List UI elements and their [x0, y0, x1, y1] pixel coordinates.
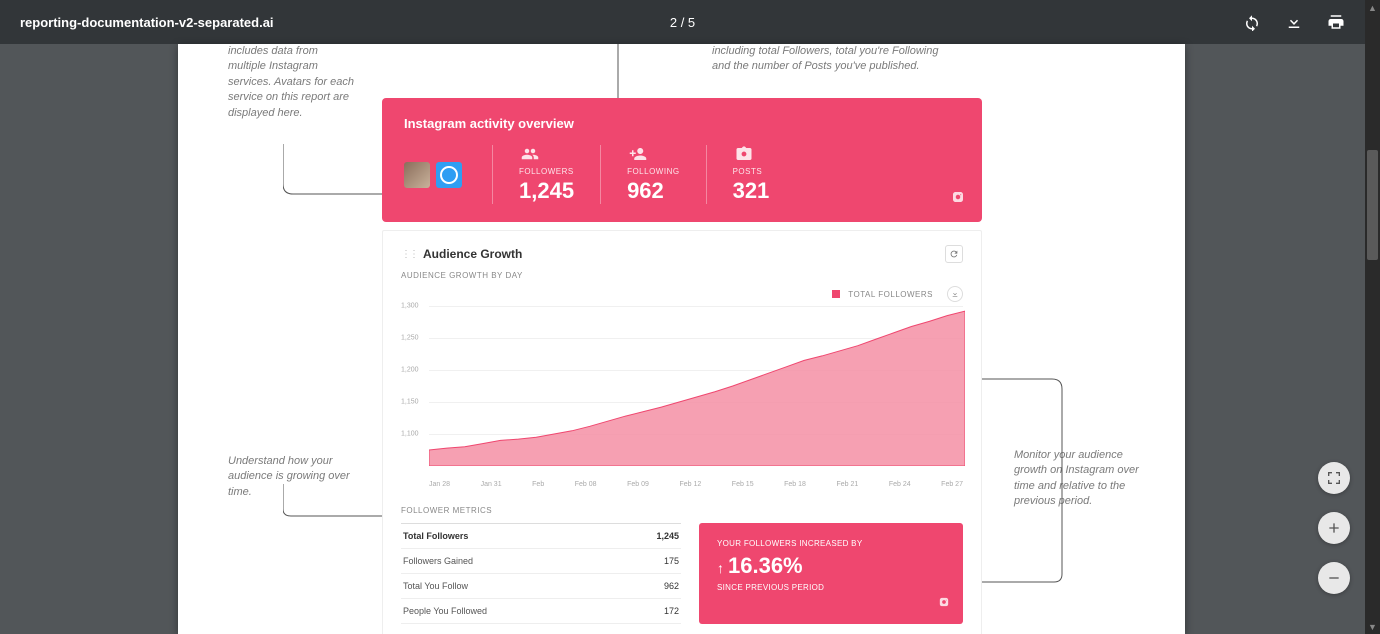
followers-increase-card: YOUR FOLLOWERS INCREASED BY ↑16.36% SINC…	[699, 523, 963, 624]
metric-label: Total You Follow	[401, 574, 616, 599]
annotation-top-left: includes data from multiple Instagram se…	[228, 44, 358, 121]
download-chart-button[interactable]	[947, 286, 963, 302]
metric-value: 175	[616, 549, 681, 574]
stat-value: 1,245	[519, 178, 574, 204]
stat-followers: FOLLOWERS 1,245	[492, 145, 600, 204]
audience-growth-panel: ⋮⋮ Audience Growth AUDIENCE GROWTH BY DA…	[382, 230, 982, 634]
followers-icon	[519, 145, 574, 163]
instagram-icon	[939, 594, 949, 612]
growth-title: Audience Growth	[423, 247, 522, 261]
stat-label: POSTS	[733, 167, 770, 176]
document-title: reporting-documentation-v2-separated.ai	[20, 15, 274, 30]
follower-metrics-table: Total Followers1,245 Followers Gained175…	[401, 523, 681, 624]
stat-label: FOLLOWING	[627, 167, 680, 176]
scroll-down-icon[interactable]: ▼	[1365, 619, 1380, 634]
refresh-button[interactable]	[945, 245, 963, 263]
fit-page-button[interactable]	[1318, 462, 1350, 494]
print-icon[interactable]	[1327, 13, 1345, 31]
rotate-icon[interactable]	[1243, 13, 1261, 31]
annotation-bottom-right: Monitor your audience growth on Instagra…	[1014, 448, 1139, 510]
metric-label: People You Followed	[401, 599, 616, 624]
service-avatar	[436, 162, 462, 188]
vertical-scrollbar[interactable]: ▲ ▼	[1365, 0, 1380, 634]
metric-label: Total Followers	[401, 524, 616, 549]
stat-value: 962	[627, 178, 680, 204]
table-row: Followers Gained175	[401, 549, 681, 574]
pdf-toolbar: reporting-documentation-v2-separated.ai …	[0, 0, 1365, 44]
zoom-in-button[interactable]	[1318, 512, 1350, 544]
increase-line2: SINCE PREVIOUS PERIOD	[717, 583, 945, 592]
table-row: People You Followed172	[401, 599, 681, 624]
metric-label: Followers Gained	[401, 549, 616, 574]
page-indicator: 2 / 5	[670, 15, 695, 30]
stat-following: FOLLOWING 962	[600, 145, 706, 204]
table-row: Total You Follow962	[401, 574, 681, 599]
document-page: includes data from multiple Instagram se…	[178, 44, 1185, 634]
stat-label: FOLLOWERS	[519, 167, 574, 176]
activity-overview-card: Instagram activity overview FOLLOWERS 1,…	[382, 98, 982, 222]
scroll-thumb[interactable]	[1367, 150, 1378, 260]
instagram-icon	[952, 190, 964, 208]
increase-line1: YOUR FOLLOWERS INCREASED BY	[717, 539, 945, 549]
overview-title: Instagram activity overview	[404, 116, 960, 131]
audience-growth-chart: 1,1001,1501,2001,2501,300Jan 28Jan 31Feb…	[401, 306, 963, 476]
metrics-header: FOLLOWER METRICS	[401, 506, 963, 515]
legend-swatch	[832, 290, 840, 298]
posts-icon	[733, 145, 770, 163]
metric-value: 962	[616, 574, 681, 599]
following-icon	[627, 145, 680, 163]
metric-value: 172	[616, 599, 681, 624]
download-icon[interactable]	[1285, 13, 1303, 31]
stat-posts: POSTS 321	[706, 145, 796, 204]
growth-subtitle: AUDIENCE GROWTH BY DAY	[401, 271, 963, 280]
increase-percent: ↑16.36%	[717, 553, 945, 579]
stat-value: 321	[733, 178, 770, 204]
legend-label: TOTAL FOLLOWERS	[848, 290, 933, 299]
annotation-bottom-left: Understand how your audience is growing …	[228, 454, 368, 500]
scroll-up-icon[interactable]: ▲	[1365, 0, 1380, 15]
service-avatar	[404, 162, 430, 188]
annotation-top-right: including total Followers, total you're …	[712, 44, 952, 75]
zoom-out-button[interactable]	[1318, 562, 1350, 594]
drag-grip-icon[interactable]: ⋮⋮	[401, 249, 417, 260]
table-row: Total Followers1,245	[401, 524, 681, 549]
metric-value: 1,245	[616, 524, 681, 549]
trend-up-icon: ↑	[717, 560, 724, 576]
